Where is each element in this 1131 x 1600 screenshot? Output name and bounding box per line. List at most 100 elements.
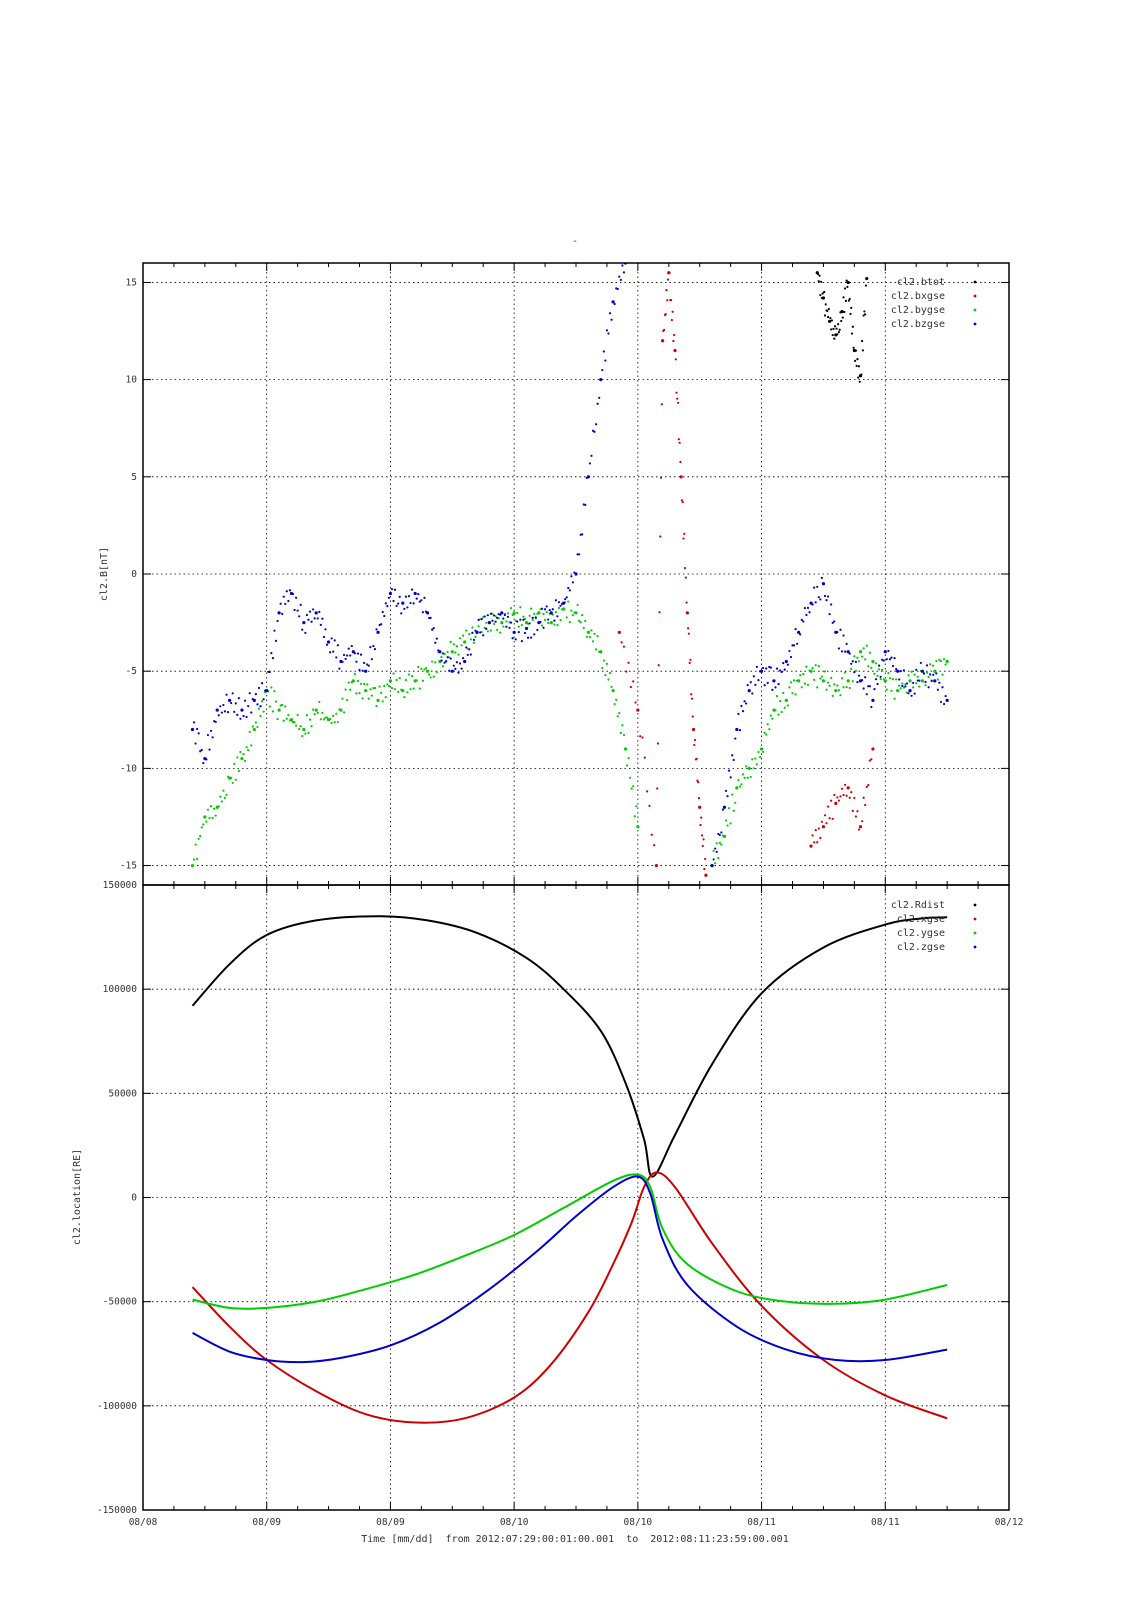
data-point-cl2-bzgse xyxy=(298,615,301,618)
data-point-cl2-bzgse xyxy=(559,604,562,607)
data-point-cl2-bygse xyxy=(860,655,864,658)
data-point-cl2-bygse xyxy=(226,775,230,778)
data-point-cl2-bygse xyxy=(369,688,372,691)
data-point-cl2-bygse xyxy=(223,796,227,799)
legend-marker-cl2-bygse xyxy=(973,308,977,312)
data-point-cl2-bzgse xyxy=(771,688,774,691)
data-point-cl2-bzgse xyxy=(918,679,921,682)
data-point-cl2-bzgse xyxy=(346,654,349,657)
data-point-cl2-bygse xyxy=(834,689,838,693)
data-point-cl2-bxgse xyxy=(679,475,683,479)
data-point-cl2-bzgse xyxy=(217,714,220,717)
data-point-cl2-bygse xyxy=(530,607,533,610)
data-point-cl2-bygse xyxy=(270,686,273,689)
data-point-cl2-bygse xyxy=(370,694,373,697)
data-point-cl2-bygse xyxy=(208,816,211,820)
data-point-cl2-bygse xyxy=(268,705,271,708)
data-point-cl2-bzgse xyxy=(720,831,723,834)
data-point-cl2-bxgse xyxy=(656,742,660,745)
legend-marker-cl2-bzgse xyxy=(973,322,977,326)
data-point-cl2-bzgse xyxy=(435,637,438,640)
data-point-cl2-btot xyxy=(836,333,839,336)
data-point-cl2-bygse xyxy=(324,716,327,719)
data-point-cl2-bygse xyxy=(196,857,199,861)
data-point-cl2-bxgse xyxy=(821,825,826,829)
data-point-cl2-bzgse xyxy=(209,729,213,732)
data-point-cl2-bxgse xyxy=(617,630,621,634)
data-point-cl2-bzgse xyxy=(560,602,564,606)
data-point-cl2-bygse xyxy=(858,650,863,654)
data-point-cl2-bxgse xyxy=(690,697,694,700)
data-point-cl2-bygse xyxy=(441,665,445,668)
data-point-cl2-bzgse xyxy=(929,673,932,676)
data-point-cl2-bzgse xyxy=(234,702,237,705)
data-point-cl2-bzgse xyxy=(225,693,228,696)
data-point-cl2-bxgse xyxy=(650,833,653,836)
data-point-cl2-bygse xyxy=(853,655,856,658)
data-point-cl2-bzgse xyxy=(219,705,222,708)
data-point-cl2-bzgse xyxy=(922,672,926,675)
data-point-cl2-bzgse xyxy=(604,359,607,362)
data-point-cl2-bygse xyxy=(545,610,548,614)
data-point-cl2-bygse xyxy=(373,686,377,690)
data-point-cl2-bzgse xyxy=(462,657,465,660)
data-point-cl2-bygse xyxy=(512,611,516,615)
data-point-cl2-bygse xyxy=(868,651,871,654)
data-point-cl2-bxgse xyxy=(846,786,850,790)
data-point-cl2-bzgse xyxy=(465,646,468,649)
data-point-cl2-bzgse xyxy=(520,640,523,643)
data-point-cl2-bygse xyxy=(590,629,593,632)
data-point-cl2-bzgse xyxy=(896,669,900,673)
data-point-cl2-bzgse xyxy=(850,662,853,665)
data-point-cl2-btot xyxy=(845,279,848,282)
data-point-cl2-bzgse xyxy=(281,612,284,615)
data-point-cl2-bygse xyxy=(205,820,208,823)
data-point-cl2-bygse xyxy=(856,656,859,659)
x-tick-labels: 08/08 08/09 08/09 08/10 08/10 08/11 08/11 08/12 xyxy=(129,1517,1024,1528)
data-point-cl2-bygse xyxy=(936,678,939,681)
top-ylabel: cl2.B[nT] xyxy=(99,547,110,601)
data-point-cl2-bzgse xyxy=(731,754,734,757)
data-point-cl2-bygse xyxy=(912,686,915,689)
data-point-cl2-bxgse xyxy=(673,348,677,353)
data-point-cl2-bzgse xyxy=(568,589,571,592)
data-point-cl2-bygse xyxy=(531,618,534,621)
data-point-cl2-bzgse xyxy=(939,700,943,704)
data-point-cl2-btot xyxy=(857,365,861,368)
data-point-cl2-bygse xyxy=(616,715,619,718)
data-point-cl2-bygse xyxy=(243,759,247,763)
data-point-cl2-bzgse xyxy=(324,628,327,631)
data-point-cl2-bzgse xyxy=(816,585,819,588)
data-point-cl2-bzgse xyxy=(870,705,873,709)
data-point-cl2-bzgse xyxy=(722,805,727,809)
data-point-cl2-bzgse xyxy=(533,633,536,636)
data-point-cl2-bzgse xyxy=(375,628,378,631)
data-point-cl2-bygse xyxy=(593,632,596,635)
data-point-cl2-bygse xyxy=(571,614,575,617)
data-point-cl2-bygse xyxy=(543,618,547,621)
data-point-cl2-bzgse xyxy=(912,681,915,685)
data-point-cl2-bxgse xyxy=(675,391,678,394)
data-point-cl2-bzgse xyxy=(839,628,842,631)
data-point-cl2-bxgse xyxy=(831,817,834,820)
legend-label-cl2-bygse: cl2.bygse xyxy=(891,305,945,316)
data-point-cl2-bzgse xyxy=(853,670,856,674)
data-point-cl2-bygse xyxy=(336,720,339,724)
data-point-cl2-bygse xyxy=(450,650,454,654)
data-point-cl2-btot xyxy=(823,290,826,294)
data-point-cl2-bygse xyxy=(621,724,624,727)
data-point-cl2-bzgse xyxy=(608,312,612,315)
data-point-cl2-bxgse xyxy=(620,641,623,644)
data-point-cl2-bygse xyxy=(735,786,739,790)
top-y-tick-label: 15 xyxy=(126,277,137,288)
x-tick-label: 08/12 xyxy=(995,1517,1024,1528)
data-point-cl2-bxgse xyxy=(659,476,663,479)
data-point-cl2-bygse xyxy=(811,667,814,670)
data-point-cl2-bxgse xyxy=(828,817,831,820)
bottom-y-tick-label: 0 xyxy=(131,1193,137,1204)
data-point-cl2-bzgse xyxy=(466,653,469,656)
data-point-cl2-btot xyxy=(848,297,851,301)
data-point-cl2-bxgse xyxy=(693,738,697,742)
data-point-cl2-bzgse xyxy=(492,614,496,617)
data-point-cl2-bygse xyxy=(506,612,510,615)
